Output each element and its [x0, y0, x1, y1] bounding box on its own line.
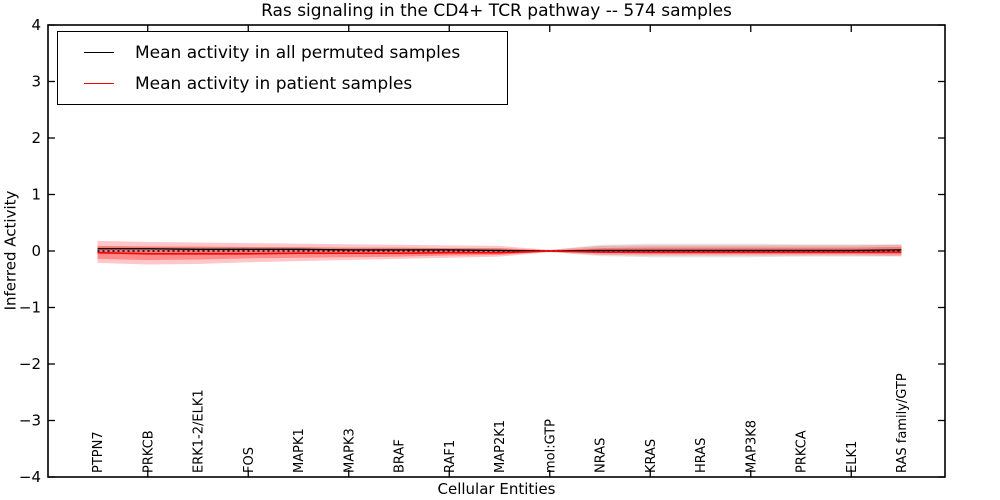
mean-lines — [97, 248, 902, 255]
legend-box: Mean activity in all permuted samples Me… — [57, 31, 508, 105]
y-tick-label: −4 — [19, 468, 41, 486]
black-line-swatch — [84, 52, 114, 53]
x-tick-label: PRKCA — [795, 430, 810, 473]
x-tick-label: MAP2K1 — [493, 420, 508, 473]
x-tick-label: PTPN7 — [91, 431, 106, 473]
y-axis-ticks: 4 3 2 1 0 −1 −2 −3 −4 — [19, 16, 945, 486]
y-tick-label: 3 — [31, 73, 41, 91]
legend-label: Mean activity in patient samples — [135, 73, 413, 94]
x-tick-label: MAPK1 — [292, 428, 307, 473]
mean-line — [97, 248, 902, 252]
chart-title: Ras signaling in the CD4+ TCR pathway --… — [261, 1, 732, 21]
mean-line — [97, 250, 902, 255]
y-tick-label: 1 — [31, 186, 41, 204]
x-tick-label: HRAS — [694, 438, 709, 473]
x-axis-ticks — [147, 25, 852, 477]
x-tick-label: MAPK3 — [342, 428, 357, 473]
y-tick-label: 0 — [31, 242, 41, 260]
x-tick-label: BRAF — [393, 439, 408, 473]
x-tick-label: MAP3K8 — [744, 420, 759, 473]
x-tick-label: mol:GTP — [543, 419, 558, 473]
x-axis-label: Cellular Entities — [437, 480, 556, 498]
y-tick-label: 4 — [31, 16, 41, 34]
legend-entry-patient: Mean activity in patient samples — [70, 68, 495, 99]
y-tick-label: 2 — [31, 129, 41, 147]
x-tick-label: ERK1-2/ELK1 — [192, 389, 207, 473]
y-tick-label: −1 — [19, 299, 41, 317]
y-axis-label: Inferred Activity — [1, 190, 20, 311]
x-tick-label: NRAS — [594, 438, 609, 473]
x-tick-labels: PTPN7 PRKCB ERK1-2/ELK1 FOS MAPK1 MAPK3 BRAF RA… — [91, 373, 910, 473]
y-tick-label: −3 — [19, 412, 41, 430]
legend-label: Mean activity in all permuted samples — [135, 42, 461, 63]
x-tick-label: FOS — [242, 447, 257, 473]
x-tick-label: ELK1 — [845, 441, 860, 473]
x-tick-label: KRAS — [644, 439, 659, 473]
y-tick-label: −2 — [19, 355, 41, 373]
x-tick-label: RAF1 — [443, 440, 458, 473]
legend-entry-permuted: Mean activity in all permuted samples — [70, 37, 495, 68]
x-tick-label: PRKCB — [141, 430, 156, 473]
red-line-swatch — [84, 83, 114, 84]
x-tick-label: RAS family/GTP — [895, 373, 910, 473]
